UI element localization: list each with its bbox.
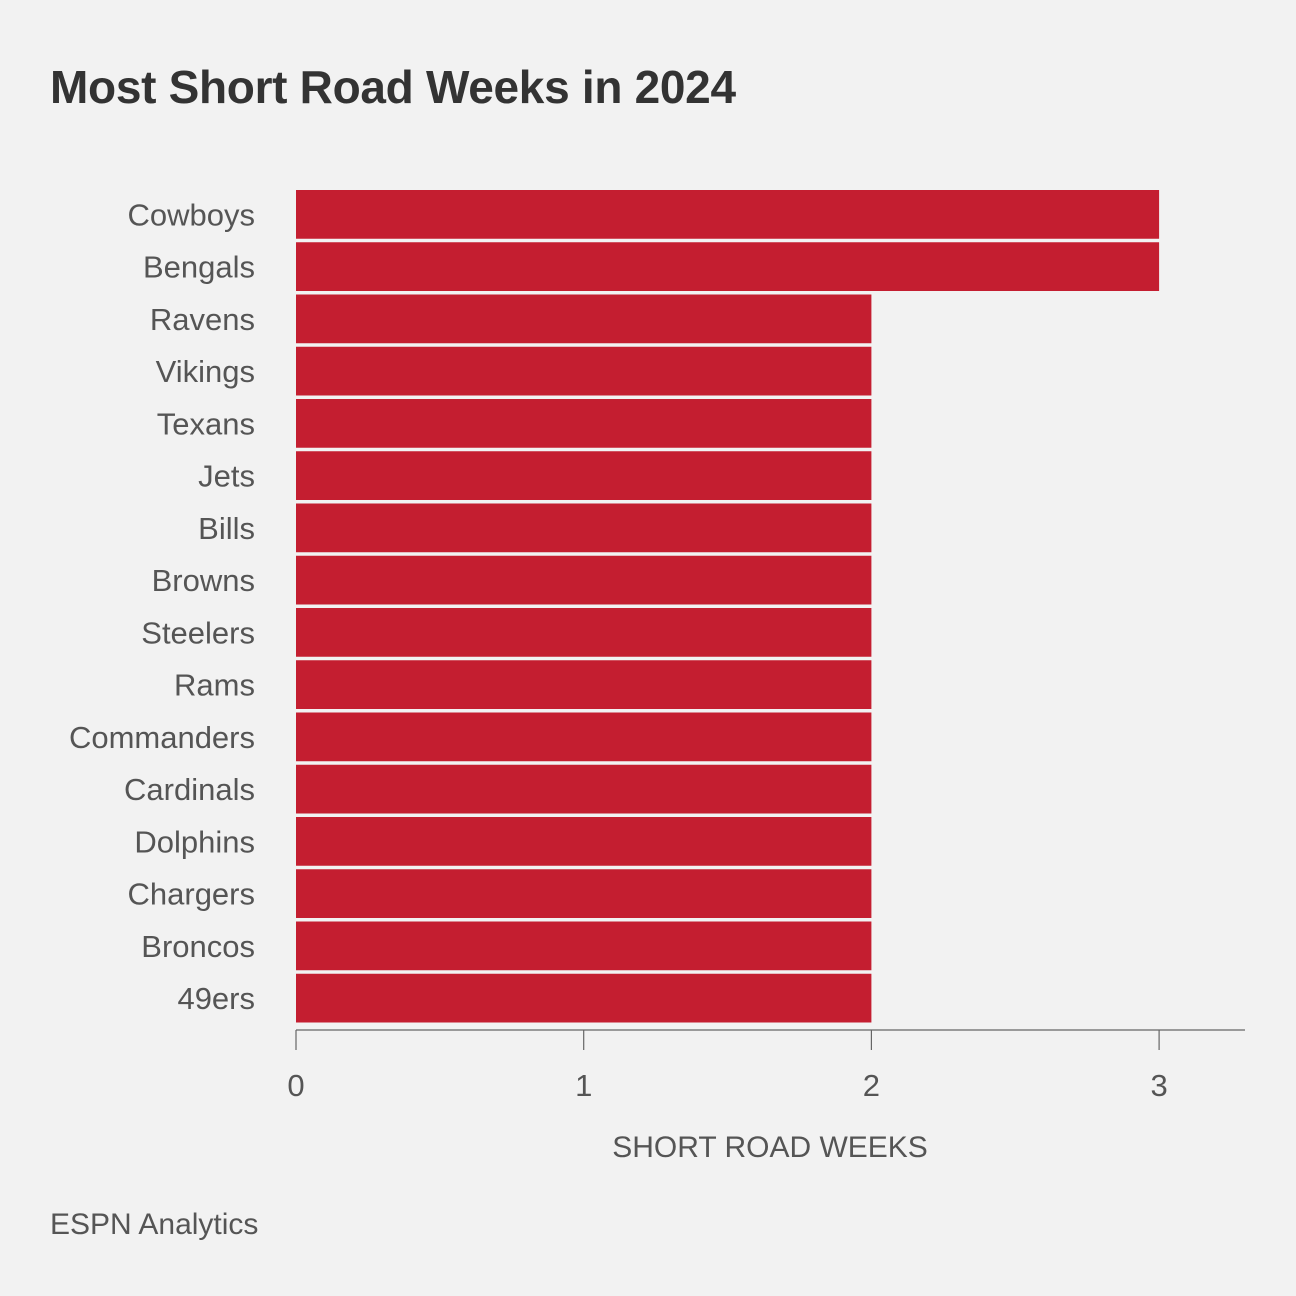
- category-label-texans: Texans: [157, 406, 255, 441]
- bar-cardinals: [296, 764, 872, 814]
- bar-vikings: [296, 346, 872, 396]
- bar-texans: [296, 399, 872, 448]
- chart-title: Most Short Road Weeks in 2024: [50, 61, 736, 113]
- x-axis-title: SHORT ROAD WEEKS: [612, 1131, 928, 1164]
- category-label-dolphins: Dolphins: [134, 824, 255, 859]
- category-label-bengals: Bengals: [143, 250, 255, 285]
- bar-jets: [296, 451, 872, 500]
- bar-commanders: [296, 712, 872, 762]
- bars-group: [296, 190, 1160, 1023]
- category-label-cardinals: Cardinals: [124, 772, 255, 807]
- category-label-ravens: Ravens: [150, 302, 255, 337]
- bar-bengals: [296, 242, 1160, 291]
- category-label-bills: Bills: [198, 511, 255, 546]
- category-label-broncos: Broncos: [141, 929, 255, 964]
- bar-browns: [296, 555, 872, 605]
- category-label-steelers: Steelers: [141, 615, 255, 650]
- bar-dolphins: [296, 817, 872, 866]
- bar-49ers: [296, 973, 872, 1023]
- x-tick-label-3: 3: [1150, 1068, 1167, 1103]
- bar-bills: [296, 503, 872, 553]
- category-label-cowboys: Cowboys: [128, 197, 256, 232]
- bar-steelers: [296, 608, 872, 657]
- category-label-jets: Jets: [198, 459, 255, 494]
- category-label-chargers: Chargers: [128, 877, 256, 912]
- category-label-49ers: 49ers: [177, 981, 255, 1016]
- x-axis: 0 1 2 3: [287, 1029, 1245, 1103]
- category-label-browns: Browns: [152, 563, 255, 598]
- category-label-commanders: Commanders: [69, 720, 255, 755]
- bar-rams: [296, 660, 872, 709]
- x-tick-label-0: 0: [287, 1068, 304, 1103]
- x-tick-label-1: 1: [575, 1068, 592, 1103]
- bar-ravens: [296, 294, 872, 344]
- source-credit: ESPN Analytics: [50, 1208, 259, 1241]
- category-labels: Cowboys Bengals Ravens Vikings Texans Jets Bil…: [69, 197, 255, 1016]
- category-label-rams: Rams: [174, 668, 255, 703]
- bar-broncos: [296, 921, 872, 971]
- bar-cowboys: [296, 190, 1160, 239]
- bar-chargers: [296, 869, 872, 918]
- x-tick-label-2: 2: [863, 1068, 880, 1103]
- category-label-vikings: Vikings: [156, 354, 255, 389]
